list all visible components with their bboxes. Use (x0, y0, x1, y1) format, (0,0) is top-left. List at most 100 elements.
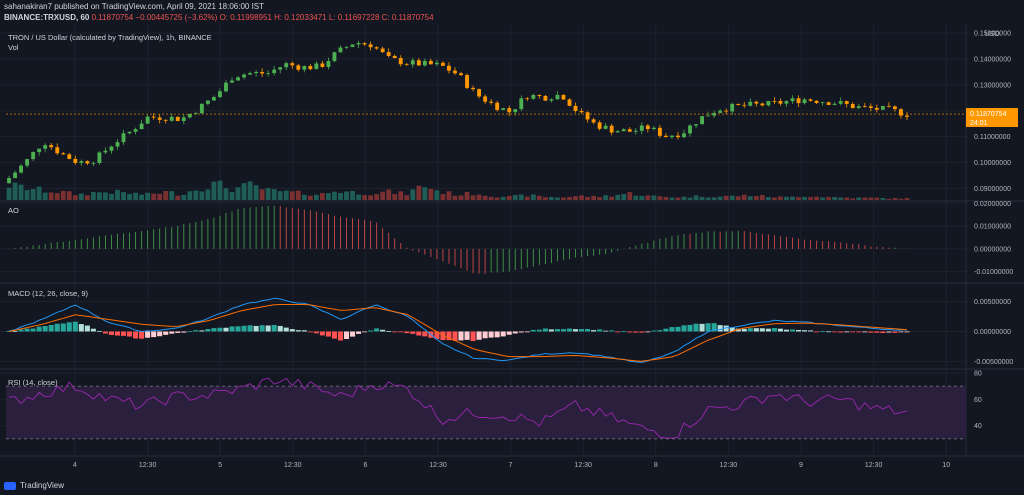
volume-bar (30, 189, 36, 200)
candle-body (657, 127, 662, 136)
macd-histogram-bar (313, 331, 319, 334)
candle-body (465, 75, 469, 88)
volume-bar (151, 193, 157, 200)
macd-histogram-bar (506, 331, 512, 335)
volume-bar (802, 196, 807, 200)
candle-body (706, 115, 711, 117)
macd-histogram-bar (723, 325, 729, 332)
macd-histogram-bar (350, 331, 356, 337)
volume-bar (115, 189, 120, 200)
macd-histogram-bar (603, 330, 609, 332)
candle-body (676, 135, 680, 138)
candle-body (471, 87, 475, 90)
ao-label: AO (8, 206, 19, 215)
x-tick-label: 12:30 (720, 462, 738, 469)
macd-histogram-bar (374, 328, 380, 332)
volume-bar (12, 182, 18, 200)
candle-body (633, 130, 638, 132)
volume-bar (778, 196, 783, 200)
candle-body (760, 103, 765, 106)
candle-body (422, 60, 427, 66)
candle-body (55, 147, 60, 154)
volume-bar (350, 190, 355, 200)
macd-histogram-bar (597, 329, 603, 332)
volume-bar (711, 197, 717, 200)
macd-histogram-bar (802, 330, 808, 332)
candle-body (314, 63, 319, 70)
candle-body (543, 95, 548, 101)
volume-bar (880, 197, 886, 200)
chart-frame[interactable]: 0.150000000.140000000.130000000.12000000… (0, 24, 1024, 484)
candle-body (157, 117, 162, 120)
volume-bar (332, 191, 337, 200)
volume-bar (488, 196, 494, 200)
volume-bar (307, 195, 313, 200)
candle-body (748, 101, 753, 106)
countdown-timer: 24:01 (970, 120, 988, 127)
x-tick-label: 4 (73, 462, 77, 469)
macd-line (8, 297, 907, 363)
volume-bar (139, 194, 145, 200)
volume-bar (591, 195, 597, 200)
volume-bar (24, 190, 30, 200)
x-tick-label: 12:30 (284, 462, 302, 469)
candle-body (730, 103, 735, 112)
volume-bar (567, 196, 572, 200)
macd-histogram-bar (127, 331, 133, 337)
macd-histogram-bar (874, 331, 880, 333)
volume-bar (157, 193, 163, 200)
macd-histogram-bar (699, 323, 705, 332)
macd-histogram-bar (789, 329, 796, 332)
x-tick-label: 12:30 (139, 462, 157, 469)
candle-body (218, 91, 222, 98)
macd-histogram-bar (753, 328, 759, 332)
volume-bar (705, 197, 711, 200)
candle-body (579, 110, 584, 113)
chart-svg[interactable]: 0.150000000.140000000.130000000.12000000… (0, 24, 1024, 484)
candle-body (531, 94, 536, 99)
macd-histogram-bar (96, 330, 102, 332)
macd-histogram-bar (295, 330, 301, 332)
volume-bar (561, 197, 566, 200)
macd-histogram-bar (838, 331, 844, 333)
macd-histogram-bar (66, 322, 72, 332)
volume-bar (657, 196, 663, 200)
volume-bar (639, 195, 645, 200)
volume-bar (380, 191, 386, 200)
candle-body (85, 161, 90, 164)
candle-body (886, 105, 891, 107)
candle-body (163, 119, 168, 121)
candle-body (507, 108, 512, 113)
volume-bar (277, 191, 283, 200)
macd-histogram-bar (217, 327, 223, 332)
x-tick-label: 9 (799, 462, 803, 469)
macd-histogram-bar (229, 326, 235, 332)
candle-body (778, 101, 783, 104)
x-tick-label: 7 (509, 462, 513, 469)
candle-body (43, 145, 48, 149)
macd-histogram-bar (494, 331, 500, 338)
volume-bar (669, 197, 675, 200)
macd-histogram-bar (832, 331, 838, 333)
volume-bar (428, 188, 434, 200)
volume-bar (440, 194, 446, 200)
price-tick-label: 0.14000000 (974, 56, 1011, 63)
symbol-ohlc-line: BINANCE:TRXUSD, 60 0.11870754 −0.0044572… (4, 13, 434, 22)
volume-bar (163, 191, 169, 200)
macd-histogram-bar (398, 331, 404, 333)
candle-body (832, 103, 837, 105)
candle-body (519, 98, 524, 110)
candle-body (495, 102, 500, 110)
volume-bar (717, 196, 723, 200)
macd-histogram-bar (826, 331, 832, 333)
macd-histogram-bar (211, 328, 217, 332)
candle-body (19, 165, 23, 173)
macd-histogram-bar (78, 324, 84, 332)
macd-histogram-bar (814, 331, 820, 333)
macd-histogram-bar (102, 331, 108, 334)
candle-body (489, 101, 494, 103)
currency-label: USD (985, 31, 1000, 38)
candle-body (742, 104, 747, 106)
volume-bar (416, 185, 422, 200)
macd-histogram-bar (30, 328, 36, 332)
